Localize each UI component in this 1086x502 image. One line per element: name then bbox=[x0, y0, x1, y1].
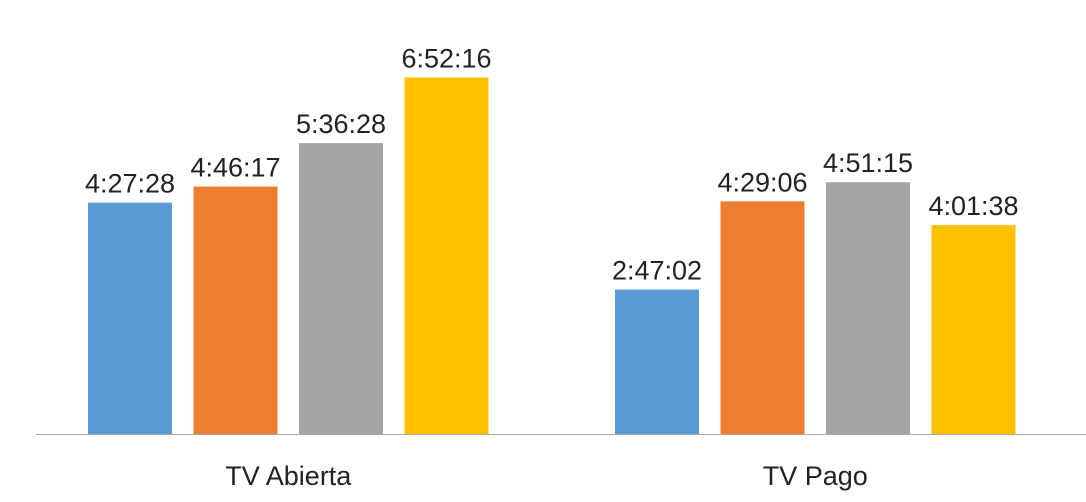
category-label: TV Pago bbox=[763, 461, 868, 491]
data-label: 5:36:28 bbox=[296, 109, 386, 139]
category-label: TV Abierta bbox=[225, 461, 352, 491]
bar-tv-abierta-4 bbox=[404, 77, 489, 434]
data-label: 6:52:16 bbox=[401, 44, 491, 74]
category-labels-layer: TV Abierta TV Pago bbox=[225, 461, 868, 491]
bar-tv-pago-1 bbox=[615, 289, 699, 434]
data-label: 4:27:28 bbox=[85, 169, 175, 199]
bar-tv-pago-4 bbox=[931, 225, 1016, 434]
data-label: 4:01:38 bbox=[928, 191, 1018, 221]
bar-tv-abierta-3 bbox=[299, 143, 383, 434]
data-label: 4:46:17 bbox=[190, 153, 280, 183]
data-labels-layer: 4:27:28 4:46:17 5:36:28 6:52:16 2:47:02 4:29:… bbox=[85, 44, 1019, 286]
data-label: 2:47:02 bbox=[612, 256, 702, 286]
bar-tv-abierta-1 bbox=[88, 202, 172, 434]
bar-tv-pago-2 bbox=[720, 201, 805, 434]
bar-tv-abierta-2 bbox=[193, 186, 278, 434]
data-label: 4:29:06 bbox=[717, 167, 807, 197]
data-label: 4:51:15 bbox=[823, 148, 913, 178]
bars-layer bbox=[88, 77, 1016, 434]
bar-tv-pago-3 bbox=[826, 182, 910, 434]
